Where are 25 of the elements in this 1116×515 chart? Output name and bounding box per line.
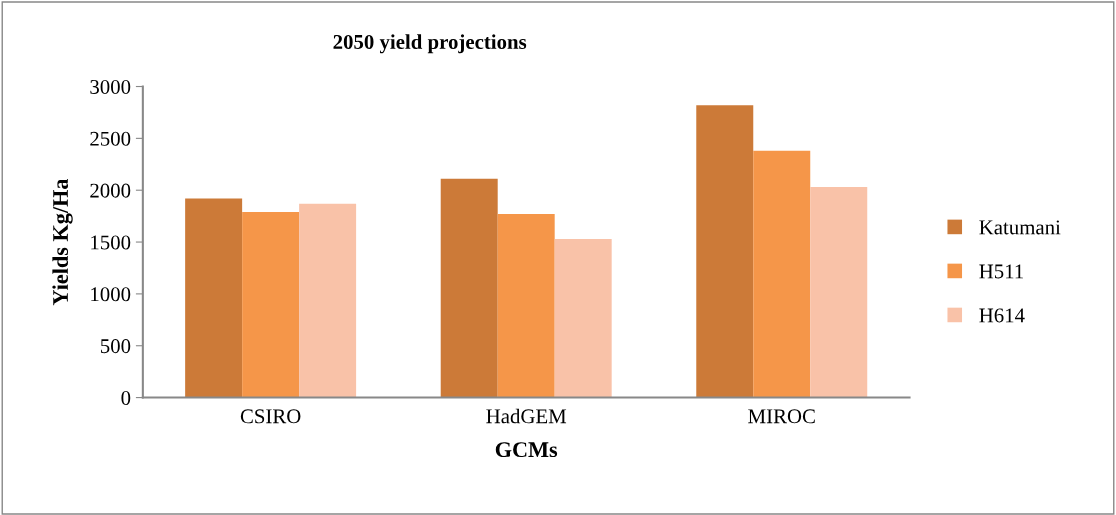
bar	[299, 203, 357, 398]
bar	[810, 187, 868, 398]
legend-label: H511	[979, 264, 1023, 279]
x-tick-label: HadGEM	[486, 408, 567, 424]
x-tick-label: CSIRO	[240, 409, 301, 424]
bar	[242, 211, 300, 398]
y-tick-label: 0	[121, 390, 131, 406]
y-tick-label: 1000	[91, 287, 131, 302]
x-axis-title: GCMs	[495, 442, 558, 458]
chart-title: 2050 yield projections	[333, 34, 527, 54]
y-tick-label: 2500	[90, 131, 131, 146]
x-tick-label: MIROC	[748, 409, 815, 424]
legend-label: H614	[979, 308, 1025, 323]
bar	[753, 150, 811, 398]
y-tick-label: 3000	[90, 79, 131, 94]
y-axis-title: Yields Kg/Ha	[52, 178, 73, 306]
bar	[185, 198, 243, 398]
bar	[554, 238, 612, 398]
legend-label: Katumani	[979, 220, 1061, 235]
y-tick-label: 500	[101, 339, 131, 354]
bar	[440, 178, 498, 398]
y-tick-label: 2000	[90, 183, 131, 198]
bar	[696, 105, 754, 398]
bar	[497, 214, 555, 398]
y-tick-label: 1500	[91, 235, 131, 250]
